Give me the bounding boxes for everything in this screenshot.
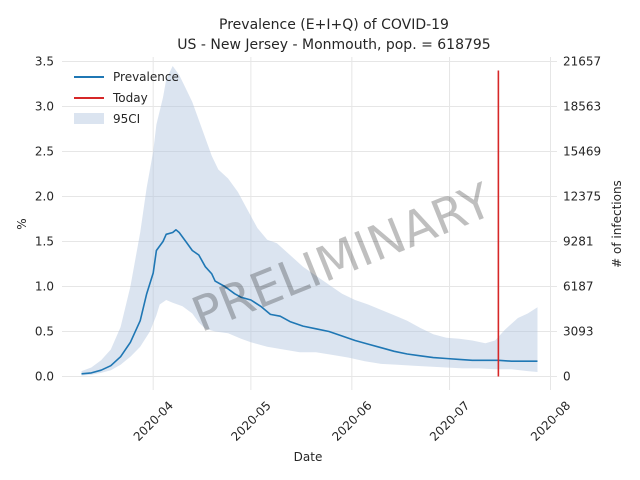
y-right-tick-label: 0: [563, 370, 571, 384]
legend-swatch-ci: [74, 113, 104, 124]
y-right-tick-label: 3093: [563, 325, 594, 339]
x-tick-label: 2020-05: [228, 398, 273, 443]
ci-band-layer: [81, 66, 538, 376]
prevalence-line-layer: [81, 229, 538, 375]
y-tick-label: 2.5: [35, 145, 54, 159]
y-tick-label: 1.5: [35, 235, 54, 249]
y-right-tick-label: 18563: [563, 100, 601, 114]
legend-label-ci: 95CI: [113, 112, 140, 126]
y-right-tick-label: 21657: [563, 55, 601, 69]
grid-lines: [62, 57, 557, 390]
y-tick-label: 3.5: [35, 55, 54, 69]
chart-title-line2: US - New Jersey - Monmouth, pop. = 61879…: [177, 37, 490, 53]
x-tick-label: 2020-04: [131, 398, 176, 443]
y-right-tick-label: 15469: [563, 145, 601, 159]
y-right-tick-label: 6187: [563, 280, 594, 294]
y-tick-label: 0.5: [35, 325, 54, 339]
y-right-tick-label: 12375: [563, 190, 601, 204]
chart-title-line1: Prevalence (E+I+Q) of COVID-19: [219, 17, 449, 33]
prevalence-line: [81, 229, 538, 375]
x-axis-title: Date: [294, 450, 323, 464]
y-tick-label: 2.0: [35, 190, 54, 204]
legend-label-prevalence: Prevalence: [113, 70, 179, 84]
x-axis-ticks: 2020-04 2020-05 2020-06 2020-07 2020-08: [131, 398, 574, 443]
y-tick-label: 3.0: [35, 100, 54, 114]
y-tick-label: 1.0: [35, 280, 54, 294]
ci-band: [81, 66, 538, 376]
x-tick-label: 2020-06: [329, 398, 374, 443]
x-tick-label: 2020-07: [427, 398, 472, 443]
legend: Prevalence Today 95CI: [74, 70, 179, 126]
y-axis-left-ticks: 0.0 0.5 1.0 1.5 2.0 2.5 3.0 3.5: [35, 55, 54, 384]
y-axis-right-title: # of infections: [610, 180, 624, 268]
y-axis-left-title: %: [15, 218, 29, 229]
y-right-tick-label: 9281: [563, 235, 594, 249]
legend-label-today: Today: [112, 91, 148, 105]
y-axis-right-ticks: 0 3093 6187 9281 12375 15469 18563 21657: [563, 55, 601, 384]
plot-area: [62, 57, 557, 390]
x-tick-label: 2020-08: [528, 398, 573, 443]
y-tick-label: 0.0: [35, 370, 54, 384]
